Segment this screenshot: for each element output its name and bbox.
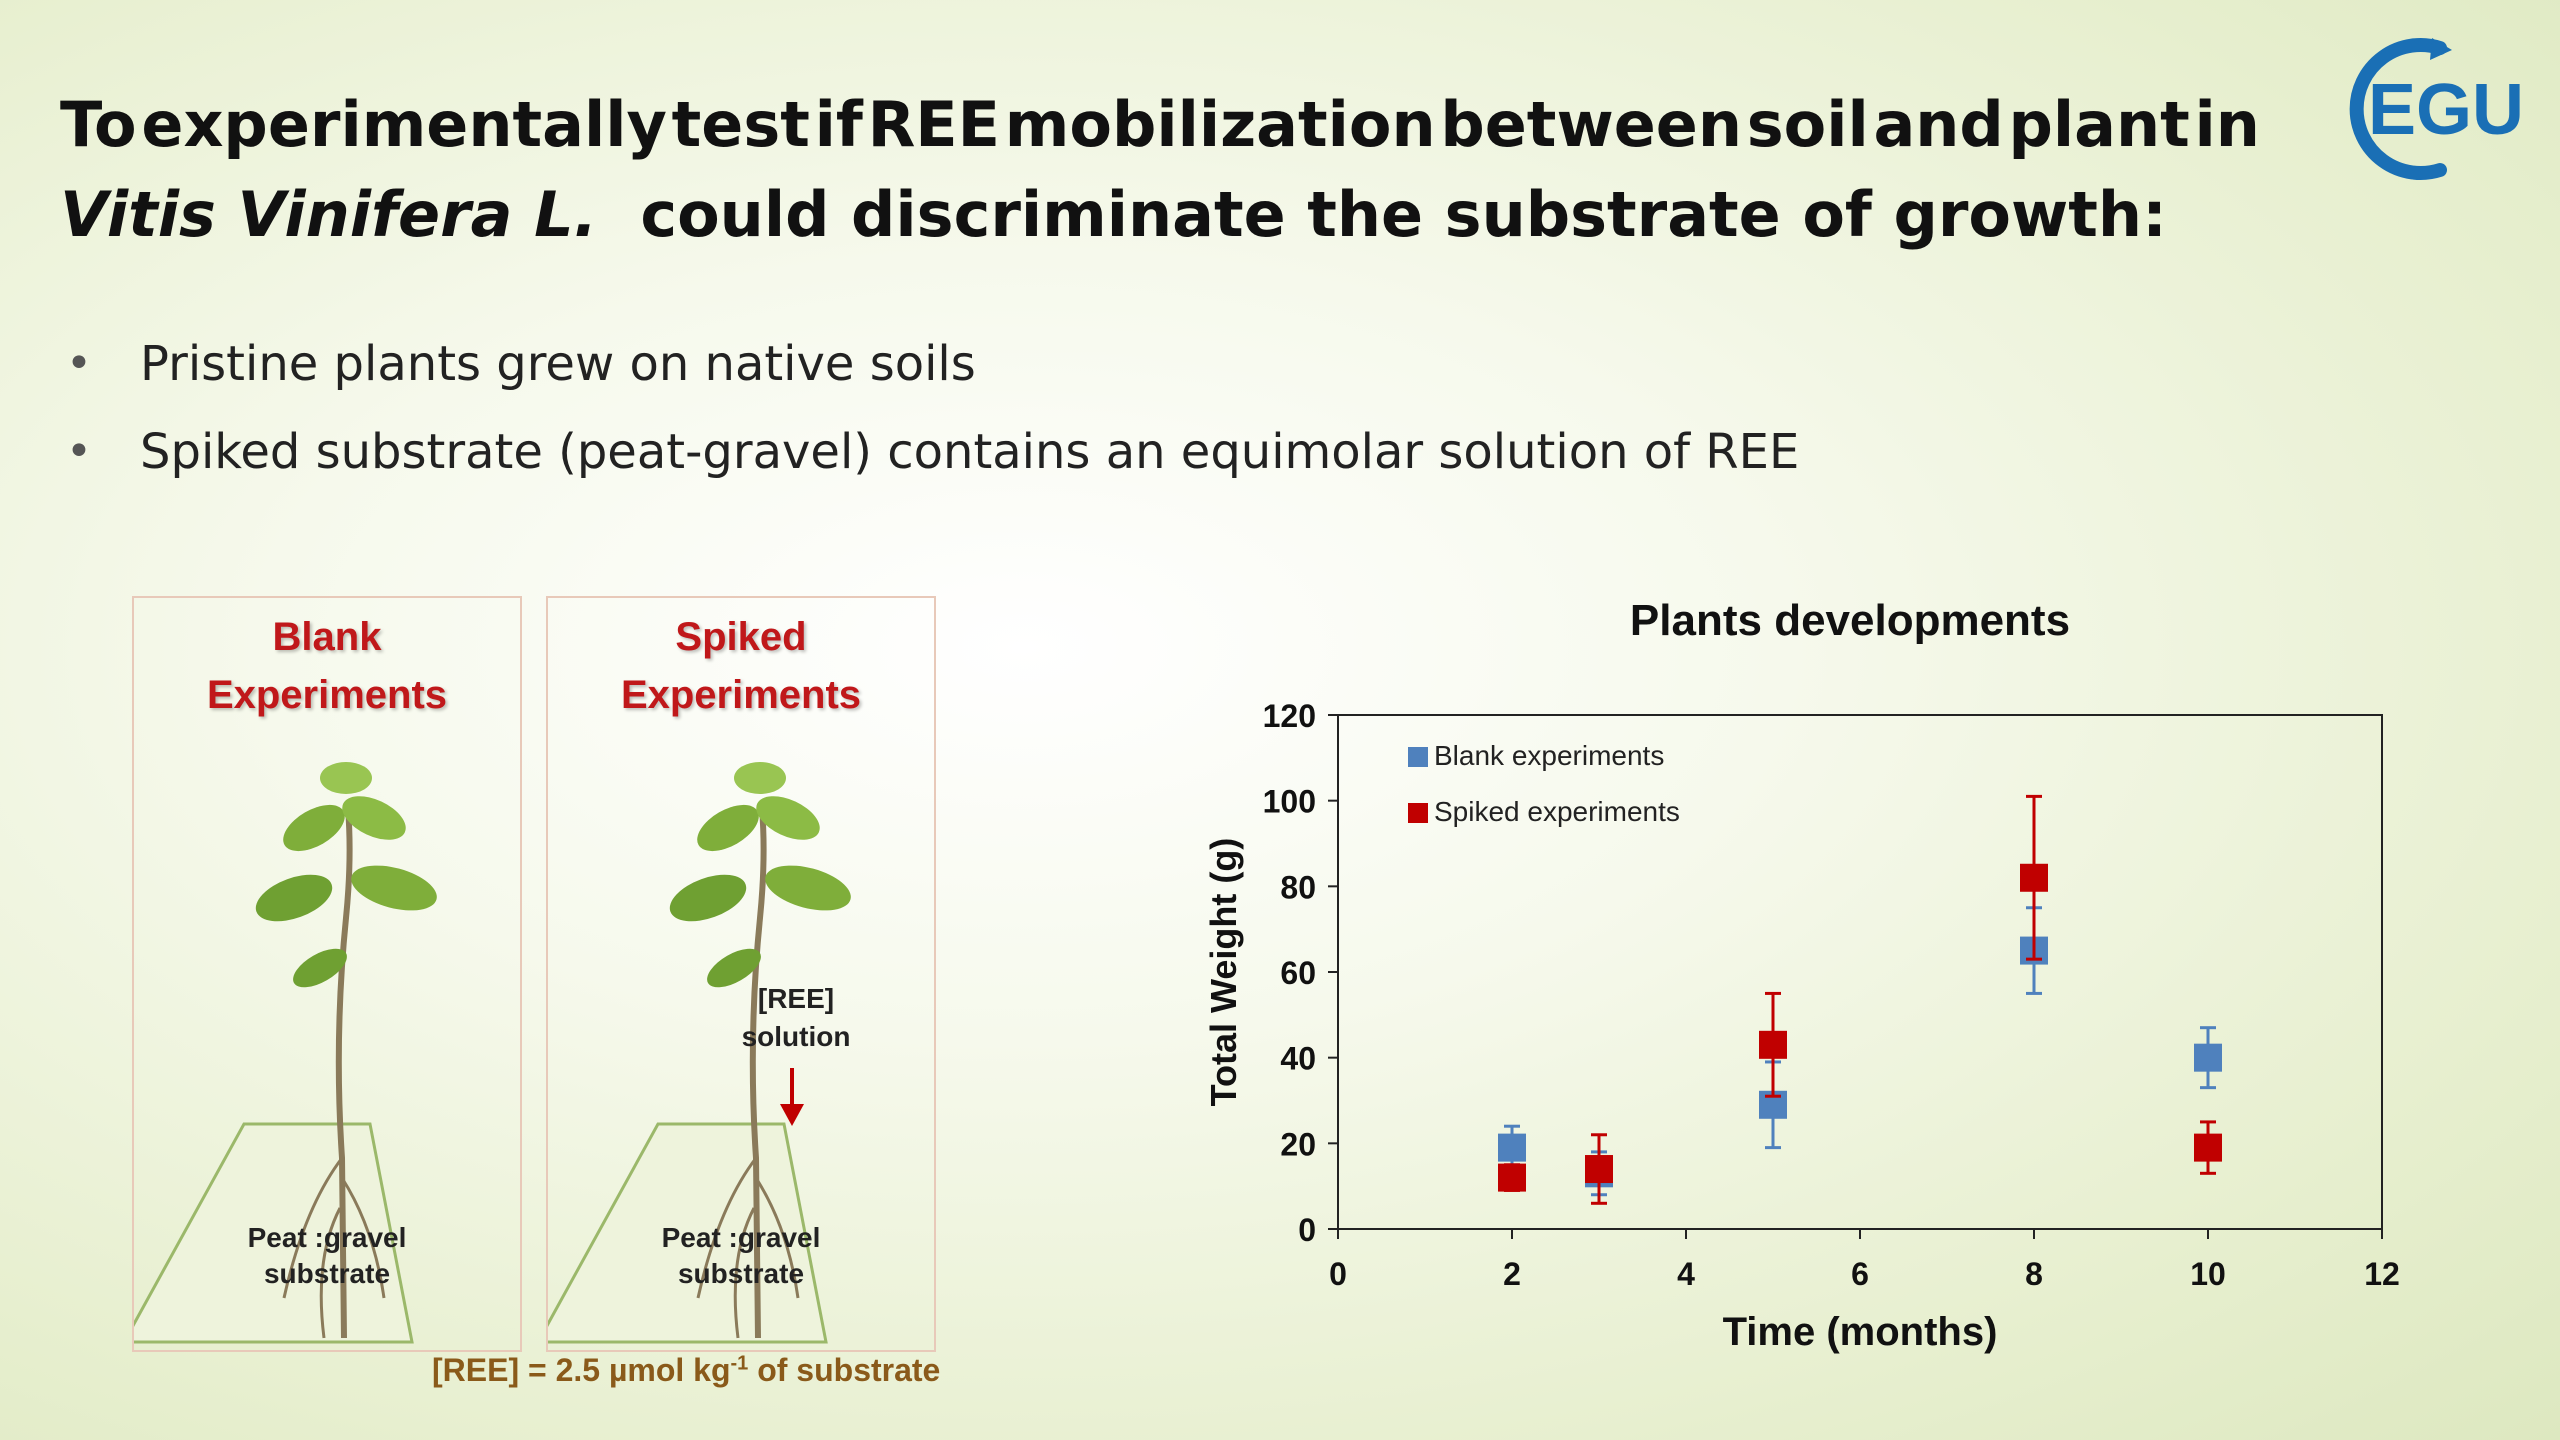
slide-title: To experimentally test if REE mobilization bet… <box>60 80 2260 260</box>
ree-label-line2: solution <box>741 1021 851 1052</box>
x-tick-label: 12 <box>2364 1256 2400 1292</box>
y-tick-label: 60 <box>1280 955 1316 991</box>
title-word: and <box>1873 88 2004 161</box>
footnote-sup: -1 <box>730 1352 749 1375</box>
title-word: To <box>60 88 137 161</box>
ree-label-line1: [REE] <box>757 983 835 1014</box>
x-axis-label: Time (months) <box>1723 1310 1998 1354</box>
ree-solution-label: [REE] solution <box>716 980 876 1056</box>
y-tick-label: 20 <box>1280 1126 1316 1162</box>
title-word: experimentally <box>141 88 667 161</box>
egu-logo-text: EGU <box>2368 70 2520 150</box>
title-word: plant <box>2008 88 2190 161</box>
footnote-suffix: of substrate <box>748 1352 941 1388</box>
y-tick-label: 0 <box>1298 1212 1316 1248</box>
spiked-experiments-panel: Spiked Experiments [REE] solution Peat :… <box>546 596 936 1352</box>
blank-substrate-line2: substrate <box>263 1258 391 1289</box>
spiked-plant-illustration <box>548 762 851 1344</box>
title-line-1: To experimentally test if REE mobilization bet… <box>60 80 2260 170</box>
title-word: test <box>671 88 810 161</box>
title-word: mobilization <box>1004 88 1436 161</box>
data-point <box>2194 1133 2222 1162</box>
blank-substrate-label: Peat :gravel substrate <box>134 1220 520 1292</box>
bullet-list: Pristine plants grew on native soils Spi… <box>60 320 1799 496</box>
title-word: REE <box>867 88 1001 161</box>
title-word: between <box>1440 88 1742 161</box>
plot-area <box>1337 714 2383 1230</box>
spiked-substrate-line2: substrate <box>677 1258 805 1289</box>
y-tick-label: 100 <box>1263 784 1316 820</box>
x-tick-label: 0 <box>1329 1256 1347 1292</box>
legend-label: Spiked experiments <box>1434 796 1680 827</box>
x-tick-label: 10 <box>2190 1256 2226 1292</box>
species-name: Vitis Vinifera L. <box>60 178 598 251</box>
blank-title-line1: Blank <box>272 615 382 659</box>
x-tick-label: 8 <box>2025 1256 2043 1292</box>
title-line-2: Vitis Vinifera L. could discriminate the… <box>60 170 2260 260</box>
legend-swatch <box>1408 803 1428 823</box>
data-point <box>1759 1030 1787 1059</box>
y-tick-label: 40 <box>1280 1041 1316 1077</box>
bullet-item: Pristine plants grew on native soils <box>60 320 1799 408</box>
data-point <box>1585 1155 1613 1184</box>
ree-arrow-head <box>780 1104 804 1126</box>
spiked-substrate-label: Peat :gravel substrate <box>548 1220 934 1292</box>
footnote-prefix: [REE] = 2.5 µmol kg <box>432 1352 731 1388</box>
x-tick-label: 2 <box>1503 1256 1521 1292</box>
egu-logo: EGU <box>2349 38 2520 180</box>
data-point <box>2194 1043 2222 1072</box>
title-word: in <box>2194 88 2260 161</box>
title-word: if <box>814 88 863 161</box>
blank-plant-illustration <box>134 762 437 1344</box>
ree-concentration-note: [REE] = 2.5 µmol kg-1 of substrate <box>432 1352 940 1389</box>
data-point <box>2020 863 2048 892</box>
legend-label: Blank experiments <box>1434 740 1664 771</box>
chart-title: Plants developments <box>1629 596 2071 645</box>
blank-panel-title: Blank Experiments <box>134 608 520 724</box>
data-point <box>1498 1163 1526 1192</box>
y-axis-label: Total Weight (g) <box>1203 838 1244 1107</box>
blank-title-line2: Experiments <box>206 673 448 717</box>
x-tick-label: 6 <box>1851 1256 1869 1292</box>
title-word: soil <box>1746 88 1869 161</box>
y-tick-label: 120 <box>1263 698 1316 734</box>
title-rest: could discriminate the substrate of grow… <box>640 178 2167 251</box>
spiked-substrate-line1: Peat :gravel <box>661 1222 821 1253</box>
blank-substrate-line1: Peat :gravel <box>247 1222 407 1253</box>
bullet-item: Spiked substrate (peat-gravel) contains … <box>60 408 1799 496</box>
x-tick-label: 4 <box>1677 1256 1695 1292</box>
legend-swatch <box>1408 747 1428 767</box>
plants-development-chart: 0 20 40 60 80 100 120 0 2 4 6 8 10 12 Time (months) Tot… <box>1203 698 2400 1354</box>
spiked-title-line2: Experiments <box>620 673 862 717</box>
data-point <box>1498 1133 1526 1162</box>
y-tick-label: 80 <box>1280 869 1316 905</box>
spiked-title-line1: Spiked <box>675 615 807 659</box>
blank-experiments-panel: Blank Experiments Peat :gravel substrate <box>132 596 522 1352</box>
spiked-panel-title: Spiked Experiments <box>548 608 934 724</box>
